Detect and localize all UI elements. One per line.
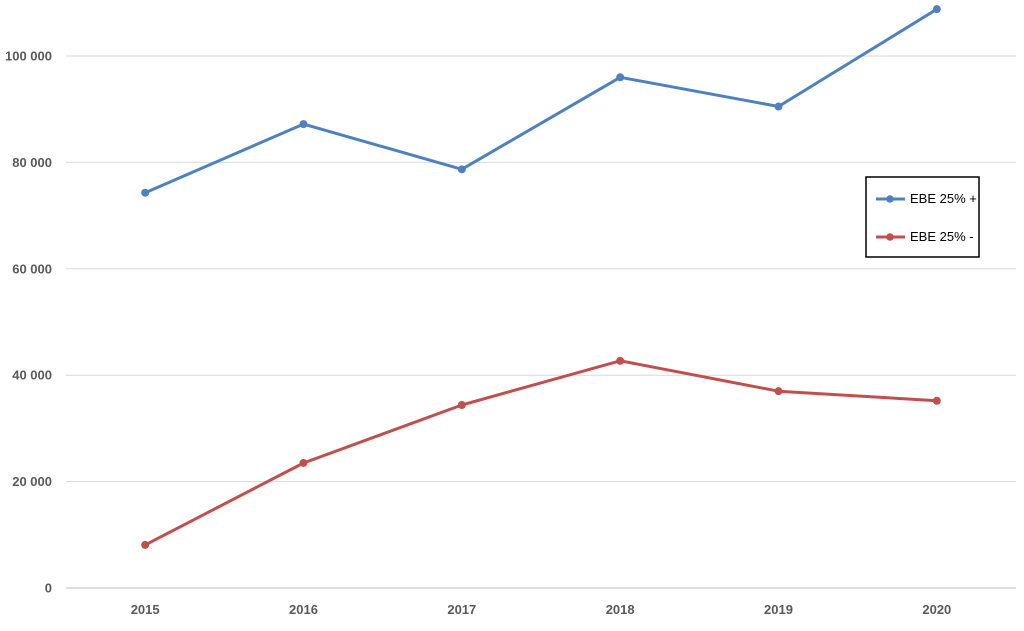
x-tick-label: 2015: [131, 602, 160, 617]
x-tick-label: 2019: [764, 602, 793, 617]
series-line-0: [143, 7, 939, 195]
data-point: [141, 540, 150, 549]
data-point: [299, 458, 308, 467]
x-tick-label: 2017: [447, 602, 476, 617]
data-point: [141, 188, 150, 197]
data-point: [616, 356, 625, 365]
y-tick-label: 100 000: [5, 49, 52, 64]
series-line-1: [143, 359, 939, 547]
y-tick-label: 20 000: [12, 474, 52, 489]
y-tick-label: 60 000: [12, 261, 52, 276]
data-point: [932, 396, 941, 405]
data-point: [774, 387, 783, 396]
y-tick-label: 0: [45, 581, 52, 596]
x-tick-label: 2020: [922, 602, 951, 617]
legend-label-1: EBE 25% -: [910, 229, 974, 244]
series-lines: [141, 5, 941, 549]
data-point: [457, 165, 466, 174]
x-axis-tick-labels: 2015 2016 2017 2018 2019 2020: [131, 602, 952, 617]
legend-frame: [865, 176, 980, 258]
legend-label-0: EBE 25% +: [910, 191, 977, 206]
y-tick-label: 40 000: [12, 368, 52, 383]
data-point: [774, 102, 783, 111]
data-point: [457, 400, 466, 409]
legend: EBE 25% + EBE 25% -: [865, 176, 980, 258]
legend-swatch-marker-1: [886, 233, 894, 241]
y-axis-tick-labels: 0 20 000 40 000 60 000 80 000 100 000: [5, 49, 52, 596]
data-point: [932, 5, 941, 14]
y-tick-label: 80 000: [12, 155, 52, 170]
legend-swatch-marker-0: [886, 195, 894, 203]
gridlines: [66, 55, 1016, 589]
x-tick-label: 2018: [606, 602, 635, 617]
data-point: [299, 120, 308, 129]
data-point: [616, 73, 625, 82]
x-tick-label: 2016: [289, 602, 318, 617]
